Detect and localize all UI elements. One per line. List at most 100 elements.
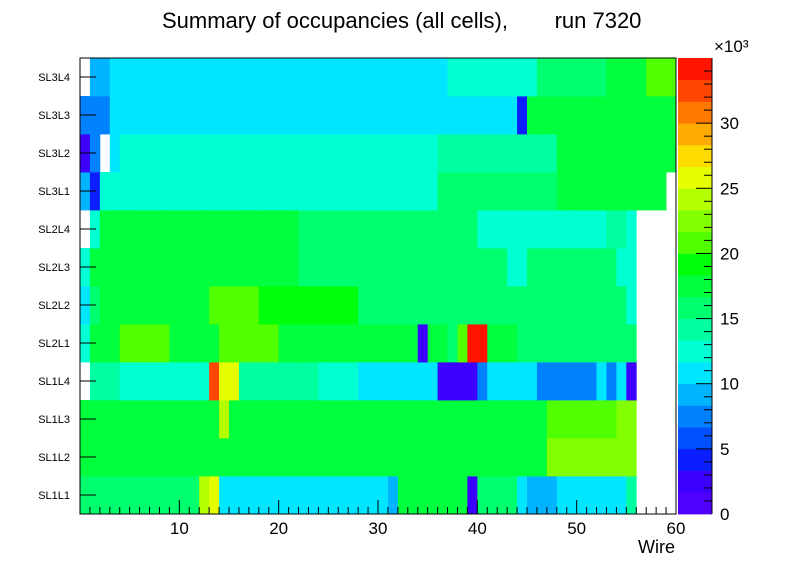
heatmap-cell [467, 362, 478, 401]
heatmap-cell [546, 96, 558, 135]
heatmap-cell [566, 286, 578, 325]
y-tick-label: SL2L4 [38, 224, 70, 236]
heatmap-cell [616, 438, 627, 477]
heatmap-cell [328, 96, 339, 135]
heatmap-cell [666, 96, 677, 135]
heatmap-cell [536, 248, 548, 287]
heatmap-cell [447, 400, 458, 439]
heatmap-cell [268, 438, 280, 477]
heatmap-cell [586, 96, 597, 135]
heatmap-cell [407, 58, 419, 97]
heatmap-cell [209, 362, 220, 401]
heatmap-cell [358, 362, 369, 401]
color-scale-tick-label: 5 [720, 440, 729, 459]
heatmap-cell [248, 134, 260, 173]
heatmap-cell [427, 324, 438, 363]
heatmap-cell [189, 476, 200, 515]
heatmap-cell [497, 210, 508, 249]
heatmap-cell [487, 210, 498, 249]
heatmap-cell [626, 362, 637, 401]
heatmap-cell [338, 476, 349, 515]
heatmap-cell [298, 286, 309, 325]
heatmap-cell [536, 400, 548, 439]
heatmap-cell [308, 96, 319, 135]
heatmap-cell [129, 96, 140, 135]
heatmap-cell [626, 172, 637, 211]
heatmap-cell [348, 134, 359, 173]
heatmap-cell [338, 58, 349, 97]
y-tick-label: SL2L1 [38, 338, 70, 350]
heatmap-cell [536, 476, 548, 515]
heatmap-cell [129, 58, 140, 97]
heatmap-cell [308, 210, 319, 249]
y-tick-label: SL1L1 [38, 490, 70, 502]
run-label: run 7320 [555, 8, 642, 33]
heatmap-cell [288, 324, 299, 363]
heatmap-cell [328, 210, 339, 249]
heatmap-cell [497, 438, 508, 477]
heatmap-cell [407, 400, 419, 439]
heatmap-cell [258, 324, 270, 363]
heatmap-cell [546, 210, 558, 249]
heatmap-cell [646, 96, 657, 135]
heatmap-cell [447, 286, 458, 325]
heatmap-cell [189, 134, 200, 173]
heatmap-cell [338, 96, 349, 135]
heatmap-cell [417, 476, 429, 515]
heatmap-cell [318, 438, 329, 477]
heatmap-cell [109, 248, 121, 287]
chart-title: Summary of occupancies (all cells), [162, 8, 508, 33]
heatmap-cell [209, 210, 220, 249]
heatmap-cell [616, 362, 627, 401]
heatmap-cell [278, 248, 289, 287]
heatmap-cell [517, 438, 528, 477]
heatmap-cell [308, 400, 319, 439]
heatmap-cell [477, 362, 488, 401]
heatmap-cell [149, 476, 160, 515]
heatmap-cell [387, 58, 399, 97]
heatmap-cell [507, 58, 518, 97]
heatmap-cell [288, 286, 299, 325]
heatmap-cell [169, 96, 180, 135]
heatmap-cell [576, 134, 587, 173]
heatmap-cell [139, 438, 150, 477]
heatmap-cell [566, 438, 578, 477]
heatmap-cell [626, 58, 637, 97]
heatmap-cell [457, 134, 468, 173]
heatmap-cell [288, 438, 299, 477]
heatmap-cell [358, 324, 369, 363]
color-scale-tick-label: 10 [720, 375, 739, 394]
heatmap-cell [656, 96, 667, 135]
color-scale-swatch [678, 123, 712, 146]
heatmap-cell [487, 172, 498, 211]
heatmap-cell [566, 96, 578, 135]
heatmap-cell [209, 248, 220, 287]
heatmap-cell [159, 400, 170, 439]
heatmap-cell [606, 476, 617, 515]
heatmap-cell [238, 400, 250, 439]
heatmap-cell [447, 96, 458, 135]
heatmap-cell [596, 210, 607, 249]
heatmap-cell [328, 438, 339, 477]
heatmap-cell [497, 400, 508, 439]
heatmap-cell [546, 172, 558, 211]
heatmap-cell [308, 172, 319, 211]
heatmap-cell [527, 438, 538, 477]
heatmap-cell [417, 248, 429, 287]
heatmap-cell [606, 210, 617, 249]
heatmap-cell [517, 324, 528, 363]
heatmap-cell [487, 248, 498, 287]
heatmap-cell [139, 324, 150, 363]
heatmap-cell [566, 134, 578, 173]
heatmap-cell [497, 476, 508, 515]
heatmap-cell [318, 58, 329, 97]
heatmap-cell [238, 134, 250, 173]
heatmap-cell [318, 400, 329, 439]
heatmap-cell [358, 172, 369, 211]
heatmap-cell [308, 362, 319, 401]
heatmap-cell [328, 362, 339, 401]
heatmap-cell [517, 58, 528, 97]
heatmap-cell [258, 134, 270, 173]
heatmap-cell [318, 248, 329, 287]
color-scale-tick-label: 20 [720, 244, 739, 263]
